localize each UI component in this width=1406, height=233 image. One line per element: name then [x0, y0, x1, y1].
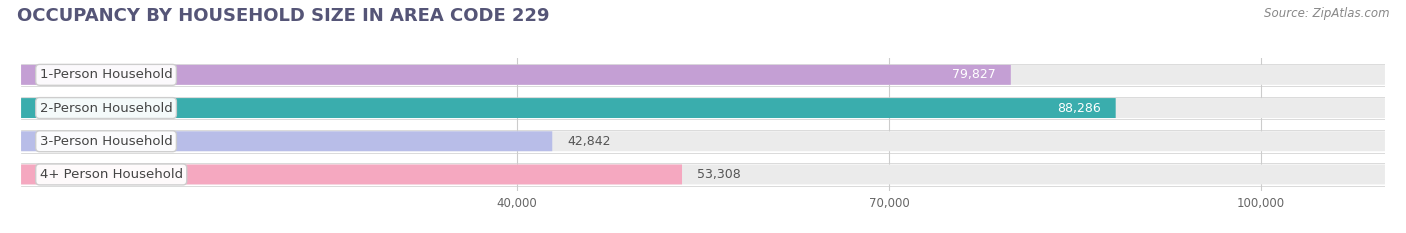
FancyBboxPatch shape [21, 98, 1116, 118]
Text: 53,308: 53,308 [697, 168, 741, 181]
FancyBboxPatch shape [21, 164, 1385, 185]
FancyBboxPatch shape [21, 131, 553, 151]
FancyBboxPatch shape [21, 164, 682, 185]
Text: Source: ZipAtlas.com: Source: ZipAtlas.com [1264, 7, 1389, 20]
FancyBboxPatch shape [21, 65, 1011, 85]
FancyBboxPatch shape [21, 131, 1385, 151]
Text: 79,827: 79,827 [952, 68, 995, 81]
Text: 42,842: 42,842 [567, 135, 610, 148]
Text: OCCUPANCY BY HOUSEHOLD SIZE IN AREA CODE 229: OCCUPANCY BY HOUSEHOLD SIZE IN AREA CODE… [17, 7, 550, 25]
Text: 88,286: 88,286 [1057, 102, 1101, 115]
Text: 4+ Person Household: 4+ Person Household [39, 168, 183, 181]
Text: 3-Person Household: 3-Person Household [39, 135, 173, 148]
FancyBboxPatch shape [21, 98, 1385, 118]
Text: 1-Person Household: 1-Person Household [39, 68, 173, 81]
FancyBboxPatch shape [21, 65, 1385, 85]
Text: 2-Person Household: 2-Person Household [39, 102, 173, 115]
